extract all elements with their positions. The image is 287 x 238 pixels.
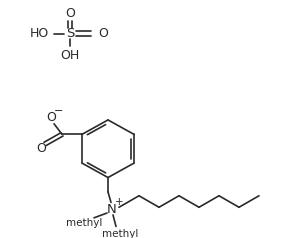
Text: OH: OH: [60, 49, 79, 62]
Text: O: O: [98, 27, 108, 40]
Text: HO: HO: [29, 27, 49, 40]
Text: S: S: [66, 27, 74, 40]
Text: O: O: [65, 7, 75, 20]
Text: O: O: [36, 142, 46, 155]
Text: methyl: methyl: [102, 229, 138, 238]
Text: methyl: methyl: [66, 218, 102, 228]
Text: N: N: [107, 203, 117, 216]
Text: +: +: [115, 198, 123, 208]
Text: O: O: [46, 111, 56, 124]
Text: −: −: [54, 106, 64, 116]
